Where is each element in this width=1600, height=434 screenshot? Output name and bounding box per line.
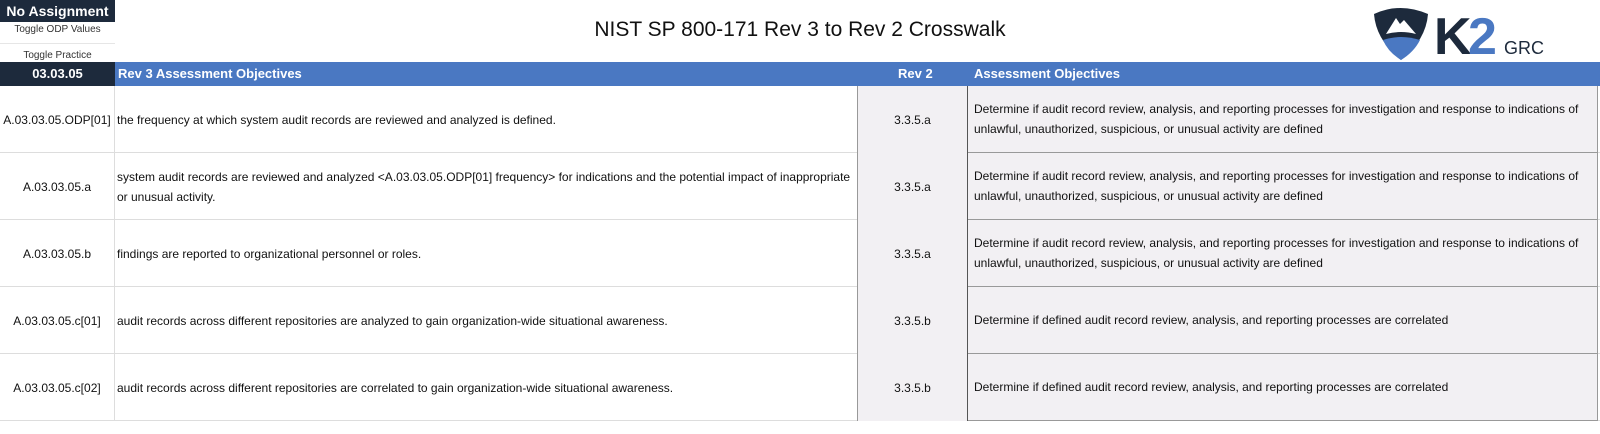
table-row: A.03.03.05.c[01] audit records across dif… bbox=[0, 287, 1600, 354]
svg-text:K: K bbox=[1434, 8, 1472, 60]
rev2-objective: Determine if audit record review, analys… bbox=[968, 220, 1598, 287]
rev2-id: 3.3.5.a bbox=[857, 220, 968, 287]
rev2-id: 3.3.5.a bbox=[857, 86, 968, 153]
page-title: NIST SP 800-171 Rev 3 to Rev 2 Crosswalk bbox=[594, 18, 1006, 41]
rev3-objective: audit records across different repositor… bbox=[117, 380, 674, 395]
assignment-button[interactable]: No Assignment bbox=[0, 0, 115, 22]
rev2-id: 3.3.5.a bbox=[857, 153, 968, 220]
objective-id: A.03.03.05.c[01] bbox=[0, 287, 115, 354]
rev2-objective: Determine if defined audit record review… bbox=[968, 287, 1598, 354]
objective-id: A.03.03.05.a bbox=[0, 153, 115, 220]
table-header: 03.03.05 Rev 3 Assessment Objectives Rev… bbox=[0, 62, 1600, 86]
rev2-objective: Determine if audit record review, analys… bbox=[968, 86, 1598, 153]
rev2-objective: Determine if defined audit record review… bbox=[968, 354, 1598, 421]
objective-id: A.03.03.05.b bbox=[0, 220, 115, 287]
rev2-id: 3.3.5.b bbox=[857, 354, 968, 421]
svg-text:2: 2 bbox=[1468, 8, 1497, 60]
objective-id: A.03.03.05.ODP[01] bbox=[0, 86, 115, 153]
rev2-objective: Determine if audit record review, analys… bbox=[968, 153, 1598, 220]
table-row: A.03.03.05.ODP[01] the frequency at which… bbox=[0, 86, 1600, 153]
table-row: A.03.03.05.a system audit records are rev… bbox=[0, 153, 1600, 220]
toggle-odp-values-button[interactable]: Toggle ODP Values bbox=[0, 22, 115, 44]
rev3-header: Rev 3 Assessment Objectives bbox=[118, 66, 302, 81]
rev3-objective: findings are reported to organizational … bbox=[117, 246, 422, 261]
rev3-objective: the frequency at which system audit reco… bbox=[117, 112, 556, 127]
table-row: A.03.03.05.c[02] audit records across dif… bbox=[0, 354, 1600, 421]
k2-grc-logo: K 2 GRC bbox=[1374, 8, 1544, 60]
practice-id-header: 03.03.05 bbox=[0, 62, 115, 86]
rev3-objective: system audit records are reviewed and an… bbox=[117, 169, 851, 204]
rev3-objective: audit records across different repositor… bbox=[117, 313, 668, 328]
table-row: A.03.03.05.b findings are reported to org… bbox=[0, 220, 1600, 287]
rev2-id: 3.3.5.b bbox=[857, 287, 968, 354]
objective-id: A.03.03.05.c[02] bbox=[0, 354, 115, 421]
toggle-practice-button[interactable]: Toggle Practice bbox=[23, 50, 92, 61]
objectives-header: Assessment Objectives bbox=[974, 66, 1120, 81]
rev2-header: Rev 2 bbox=[898, 66, 933, 81]
svg-text:GRC: GRC bbox=[1504, 38, 1544, 58]
